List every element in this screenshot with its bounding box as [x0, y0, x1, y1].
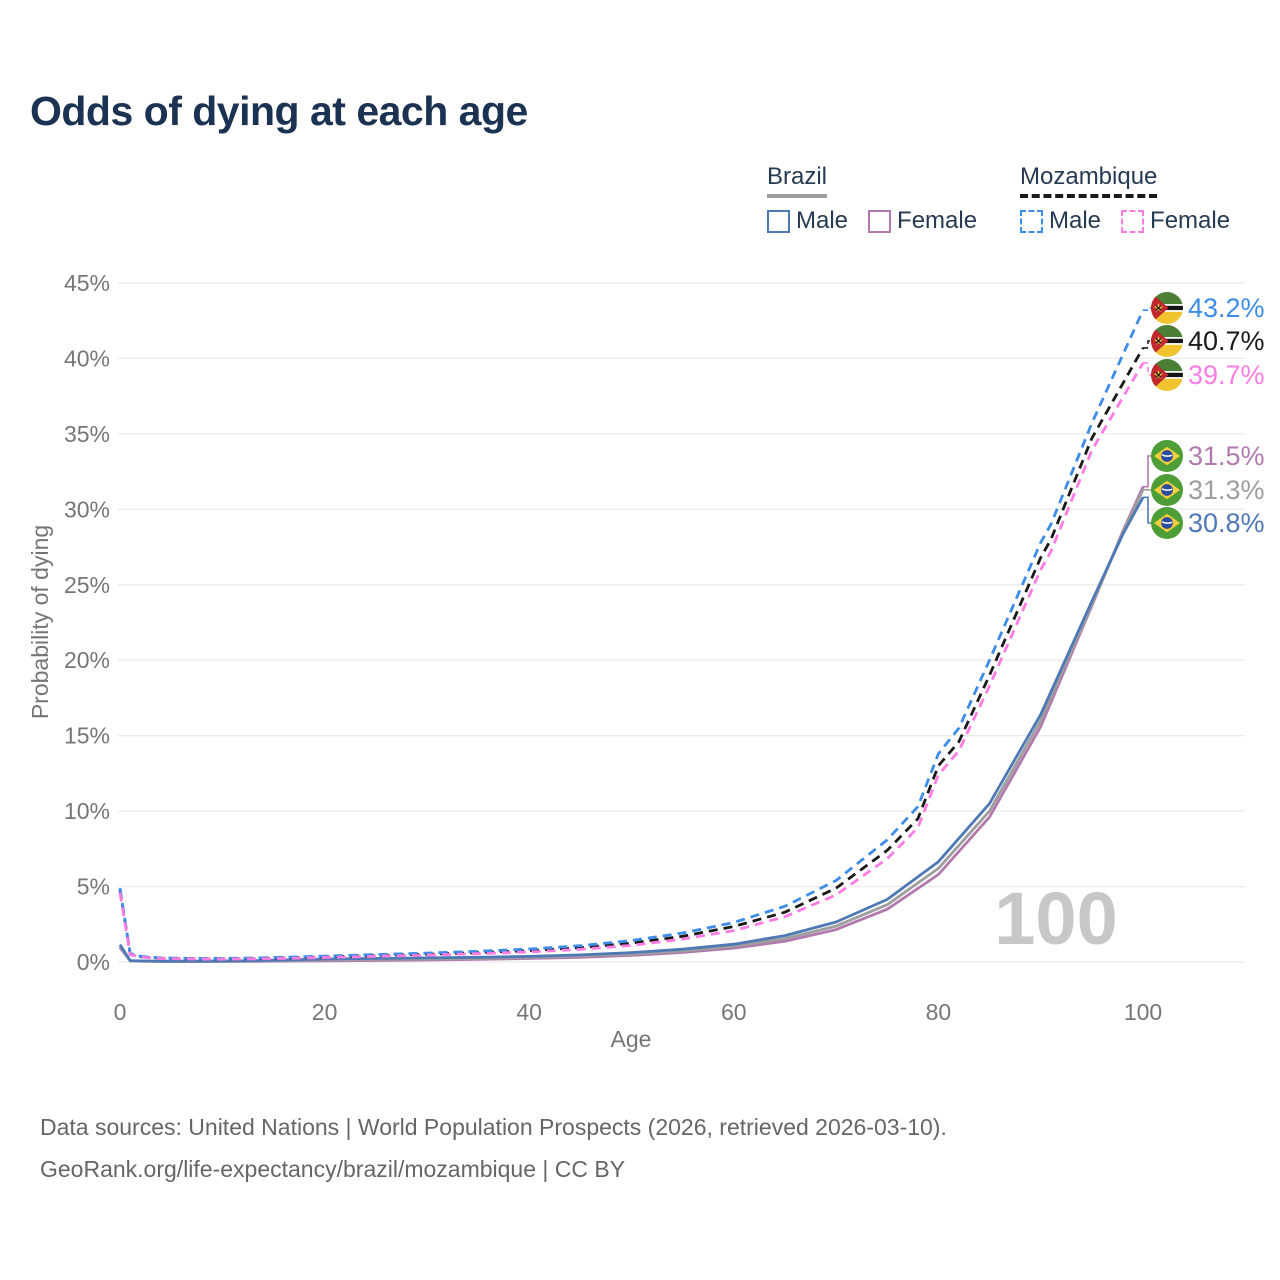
x-tick-label: 60 [721, 999, 747, 1025]
y-tick-label: 45% [64, 270, 110, 296]
label-connector [1143, 307, 1151, 311]
end-annotations: 43.2%40.7% 39.7% 31.5% 31.3%30.8% [1143, 292, 1265, 539]
y-tick-label: 25% [64, 572, 110, 598]
end-value-label: 39.7% [1188, 360, 1265, 390]
series-line-brazil-female [118, 486, 1145, 963]
legend-header-mozambique: Mozambique [1020, 163, 1158, 198]
legend-group-mozambique: Mozambique Male Female [1020, 163, 1230, 235]
legend-group-brazil: Brazil Male Female [767, 163, 977, 235]
y-axis-label: Probability of dying [27, 525, 53, 719]
x-tick-label: 20 [312, 999, 338, 1025]
source-url-text[interactable]: GeoRank.org/life-expectancy/brazil/mozam… [40, 1156, 626, 1182]
mozambique-female-swatch-icon [1121, 209, 1145, 233]
label-connector [1143, 455, 1151, 488]
brazil-male-swatch-icon [767, 209, 790, 233]
x-tick-label: 100 [1124, 999, 1162, 1025]
y-tick-label: 40% [64, 345, 110, 371]
series-line-mozambique-male [118, 309, 1145, 960]
legend-item-label: Male [1049, 207, 1102, 234]
mozambique-flag-icon [1151, 325, 1183, 357]
label-connector [1143, 340, 1151, 349]
x-tick-label: 80 [926, 999, 952, 1025]
legend-item-mozambique-male[interactable]: Male [1020, 207, 1101, 235]
mozambique-flag-icon [1151, 292, 1183, 324]
end-value-label: 31.3% [1188, 475, 1265, 505]
y-tick-label: 20% [64, 647, 110, 673]
label-connector [1143, 362, 1151, 376]
age-watermark: 100 [994, 877, 1117, 960]
mozambique-flag-icon [1151, 359, 1183, 391]
data-sources-text: Data sources: United Nations | World Pop… [40, 1114, 947, 1140]
brazil-flag-icon [1151, 507, 1183, 539]
x-axis-label: Age [611, 1026, 652, 1052]
legend-header-brazil: Brazil [767, 163, 828, 198]
legend-item-label: Male [796, 207, 849, 234]
footer: Data sources: United Nations | World Pop… [40, 1106, 947, 1190]
y-tick-label: 5% [77, 874, 110, 900]
y-tick-label: 35% [64, 421, 110, 447]
gridlines [118, 282, 1245, 963]
mozambique-male-swatch-icon [1020, 209, 1043, 233]
brazil-female-swatch-icon [868, 209, 892, 233]
legend-item-label: Female [1150, 207, 1231, 234]
series-line-mozambique-both-sexes [118, 347, 1145, 961]
end-value-label: 30.8% [1188, 508, 1265, 538]
y-tick-label: 0% [77, 949, 110, 975]
legend-item-mozambique-female[interactable]: Female [1121, 207, 1230, 235]
end-value-label: 31.5% [1188, 441, 1265, 471]
legend-item-brazil-female[interactable]: Female [868, 207, 977, 235]
x-tick-label: 40 [516, 999, 542, 1025]
end-value-label: 43.2% [1188, 293, 1265, 323]
y-tick-label: 30% [64, 496, 110, 522]
legend-item-label: Female [897, 207, 978, 234]
x-tick-label: 0 [114, 999, 127, 1025]
axis-ticks: 0% 5% 10% 15% 20% 25% 30% 35% 40% 45% 0 20 40 60 80 100 [64, 270, 1162, 1025]
brazil-flag-icon [1151, 440, 1183, 472]
legend-item-brazil-male[interactable]: Male [767, 207, 848, 235]
brazil-flag-icon [1151, 474, 1183, 506]
y-tick-label: 15% [64, 723, 110, 749]
end-value-label: 40.7% [1188, 326, 1265, 356]
page-title: Odds of dying at each age [30, 88, 528, 134]
label-connector [1143, 496, 1151, 524]
series-lines [118, 309, 1145, 963]
series-line-brazil-both-sexes [118, 489, 1145, 963]
y-tick-label: 10% [64, 798, 110, 824]
series-line-brazil-male [118, 496, 1145, 963]
